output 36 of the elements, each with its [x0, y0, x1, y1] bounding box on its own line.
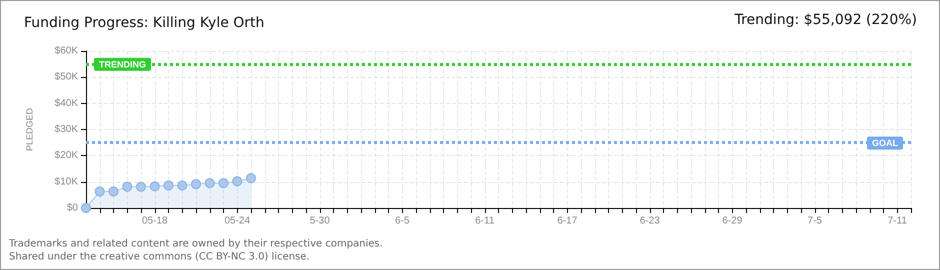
y-tick-label: $10K: [54, 176, 78, 188]
point: [94, 186, 105, 197]
point: [218, 178, 228, 188]
x-tick-label: 05-24: [224, 216, 250, 226]
y-tick-label: $50K: [54, 72, 78, 83]
chart-title: Funding Progress: Killing Kyle Orth: [24, 15, 264, 31]
x-tick-label: 6-11: [475, 216, 495, 226]
x-tick-label: 5-30: [310, 216, 330, 226]
text: Trademarks and related content are owned by their respective companies.: [8, 238, 383, 250]
point: [177, 180, 188, 190]
point: [136, 182, 146, 192]
text: Trending: $55,092 (220%): [734, 12, 918, 28]
ref-line-label: TRENDING: [99, 59, 146, 70]
y-tick-label: $0: [66, 202, 78, 214]
x-tick-label: 7-11: [888, 216, 908, 226]
point: [232, 176, 242, 186]
point: [150, 181, 160, 192]
text: Shared under the creative commons (CC BY-NC 3.0) license.: [9, 252, 310, 262]
point: [164, 180, 174, 190]
x-tick-label: 05-18: [142, 216, 168, 226]
point: [246, 173, 256, 184]
x-tick-label: 6-23: [640, 216, 660, 226]
y-tick-label: $40K: [54, 98, 78, 109]
point: [122, 182, 132, 192]
y-tick-label: $30K: [54, 124, 78, 135]
x-tick-label: 6-17: [557, 216, 578, 226]
x-tick-label: 6-29: [722, 216, 743, 226]
ref-line-label: GOAL: [872, 138, 898, 148]
point: [191, 179, 201, 190]
y-tick-label: $20K: [54, 150, 78, 162]
y-axis-title: PLEDGED: [24, 107, 34, 152]
x-tick-label: 7-5: [808, 216, 822, 226]
x-tick-label: 6-5: [395, 216, 410, 226]
point: [108, 186, 118, 197]
y-tick-label: $60K: [54, 46, 78, 56]
point: [204, 178, 215, 188]
